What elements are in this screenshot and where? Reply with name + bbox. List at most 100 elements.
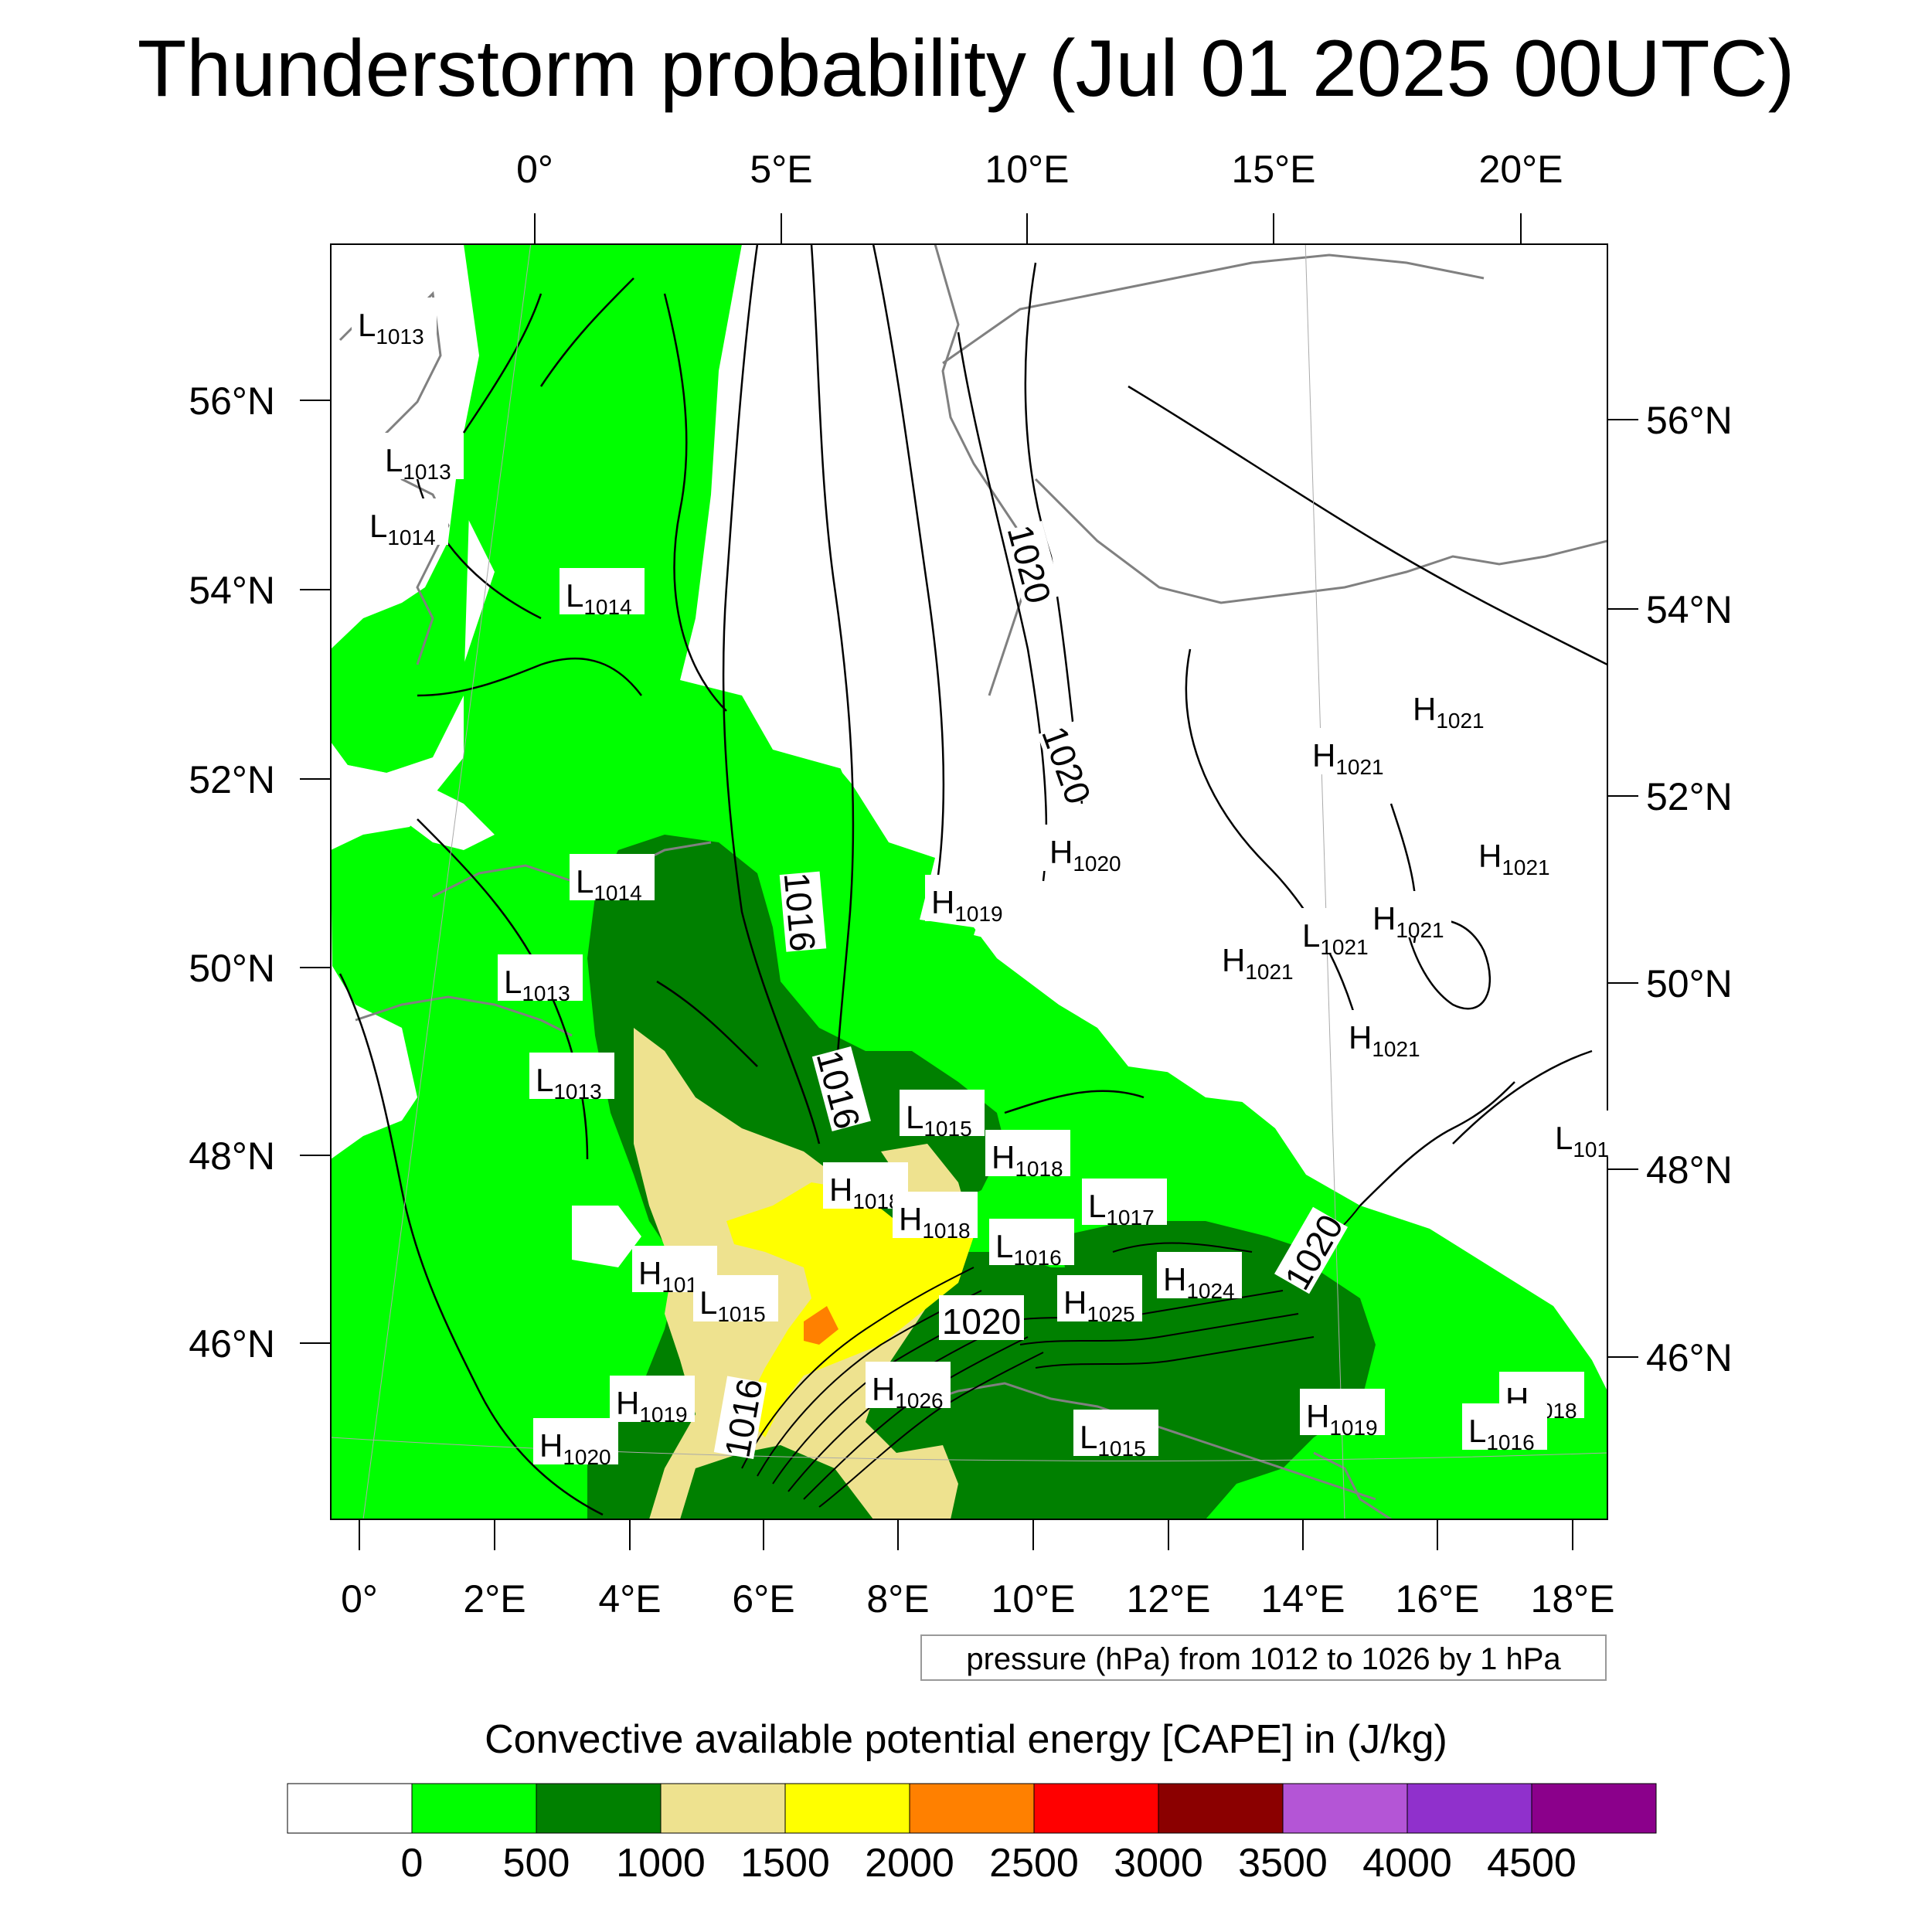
pressure-center-high: H1018	[985, 1130, 1070, 1181]
colorbar-swatch	[1033, 1783, 1159, 1834]
pressure-center-low: L1016	[1462, 1403, 1547, 1454]
left-lat-labels: 56°N 54°N 52°N 50°N 48°N 46°N	[189, 379, 275, 1366]
pressure-center-high: H1021	[1472, 828, 1557, 879]
pressure-center-low: L1015	[693, 1275, 778, 1326]
pressure-center-label: H1018	[992, 1139, 1063, 1181]
pressure-center-box	[1342, 1010, 1427, 1056]
pressure-center-label: H1021	[1312, 737, 1384, 779]
pressure-center-label: L1017	[1088, 1188, 1155, 1230]
pressure-center-low: L1017	[1082, 1179, 1167, 1230]
pressure-center-label: L1021	[1302, 917, 1369, 959]
right-lat-label: 48°N	[1646, 1148, 1733, 1192]
left-lat-label: 52°N	[189, 758, 275, 801]
pressure-center-label: H1021	[1349, 1019, 1420, 1061]
bottom-lon-label: 4°E	[598, 1577, 661, 1621]
colorbar-swatch	[909, 1783, 1035, 1834]
cape-field-1000-1500	[634, 1028, 974, 1519]
isobar-value-labels: 1020 1020 1016 1016 1020 1016	[713, 521, 1351, 1461]
pressure-center-label: L1016	[1468, 1413, 1535, 1454]
left-lat-label: 46°N	[189, 1322, 275, 1366]
pressure-center-label: L1013	[385, 442, 451, 484]
bottom-lon-label: 14°E	[1261, 1577, 1345, 1621]
legend-title: Convective available potential energy [C…	[485, 1717, 1447, 1762]
pressure-center-box	[1462, 1403, 1547, 1450]
pressure-center-box	[533, 1418, 618, 1464]
pressure-center-label: L1014	[576, 863, 642, 905]
pressure-center-high: H1020	[1043, 825, 1128, 876]
isobar-label: 1016	[777, 871, 824, 953]
pressure-center-label: L1015	[699, 1284, 766, 1326]
cape-field-gaps	[331, 244, 1607, 1267]
pressure-center-box	[866, 1362, 951, 1408]
pressure-center-low: L1014	[363, 498, 448, 549]
cape-colorbar: 0 500 1000 1500 2000 2500 3000 3500 4000 4500	[287, 1783, 1657, 1886]
pressure-center-label: L1014	[566, 577, 632, 619]
pressure-center-box	[1406, 682, 1492, 728]
bottom-lon-label: 18°E	[1531, 1577, 1615, 1621]
pressure-center-box	[693, 1275, 778, 1321]
pressure-center-high: H1026	[866, 1362, 951, 1413]
pressure-center-low: L101	[1549, 1111, 1634, 1162]
pressure-center-high: H1021	[1366, 891, 1451, 942]
pressure-center-label: H1026	[872, 1371, 944, 1413]
right-lat-label: 52°N	[1646, 775, 1733, 818]
pressure-center-low: L1015	[900, 1090, 985, 1141]
colorbar-tick-label: 4500	[1487, 1841, 1577, 1886]
colorbar-tick-label: 3000	[1114, 1841, 1203, 1886]
pressure-center-box	[1366, 891, 1451, 937]
pressure-center-label: H1021	[1372, 900, 1444, 942]
pressure-center-high: H1019	[610, 1376, 695, 1427]
pressure-center-box	[1043, 825, 1128, 871]
bottom-lon-label: 16°E	[1396, 1577, 1480, 1621]
top-lon-label: 0°	[516, 148, 553, 191]
colorbar-swatch	[660, 1783, 786, 1834]
pressure-center-box	[893, 1192, 978, 1238]
pressure-center-label: L1013	[536, 1062, 602, 1104]
bottom-lon-label: 6°E	[732, 1577, 794, 1621]
colorbar-swatch	[1531, 1783, 1657, 1834]
colorbar-tick-label: 2500	[989, 1841, 1079, 1886]
right-lat-label: 54°N	[1646, 588, 1733, 631]
pressure-center-box	[570, 854, 655, 900]
pressure-center-label: H1019	[1306, 1398, 1378, 1440]
colorbar-swatch	[1282, 1783, 1408, 1834]
pressure-center-box	[1549, 1111, 1634, 1157]
axis-ticks	[300, 213, 1638, 1550]
pressure-center-label: L1013	[504, 964, 570, 1005]
pressure-center-box	[529, 1053, 614, 1099]
left-lat-label: 56°N	[189, 379, 275, 423]
right-lat-label: 46°N	[1646, 1336, 1733, 1379]
top-lon-label: 5°E	[750, 148, 812, 191]
pressure-center-high: H1025	[1057, 1275, 1142, 1326]
pressure-center-label: L1016	[995, 1228, 1062, 1270]
pressure-center-label: H1020	[1049, 834, 1121, 876]
colorbar-tick-label: 4000	[1362, 1841, 1452, 1886]
pressure-center-box	[1472, 828, 1557, 875]
pressure-note: pressure (hPa) from 1012 to 1026 by 1 hP…	[966, 1642, 1561, 1676]
pressure-center-label: L1014	[369, 508, 436, 549]
pressure-center-box	[379, 433, 464, 479]
colorbar-swatch	[1406, 1783, 1532, 1834]
pressure-center-low: L1015	[1073, 1410, 1158, 1461]
pressure-center-box	[560, 568, 645, 614]
top-lon-label: 15°E	[1232, 148, 1316, 191]
pressure-center-label: H1020	[539, 1427, 611, 1469]
cape-field-1500-2000	[726, 1182, 974, 1437]
pressure-center-low: L1013	[379, 433, 464, 484]
pressure-center-label: L1013	[358, 307, 424, 349]
pressure-center-low: L1013	[529, 1053, 614, 1104]
pressure-center-label: L101	[1555, 1120, 1609, 1162]
top-lon-label: 10°E	[985, 148, 1070, 191]
pressure-center-high: H1021	[1406, 682, 1492, 733]
pressure-center-box	[1300, 1389, 1385, 1435]
pressure-center-low: L1013	[498, 954, 583, 1005]
pressure-center-box	[1057, 1275, 1142, 1321]
graticule	[331, 244, 1607, 1519]
bottom-lon-label: 10°E	[992, 1577, 1076, 1621]
pressure-center-label: H1021	[1222, 942, 1294, 984]
bottom-lon-labels: 0° 2°E 4°E 6°E 8°E 10°E 12°E 14°E 16°E 1…	[341, 1577, 1614, 1621]
pressure-center-high: H1018	[893, 1192, 978, 1243]
cape-field-2000-2500	[804, 1306, 838, 1345]
